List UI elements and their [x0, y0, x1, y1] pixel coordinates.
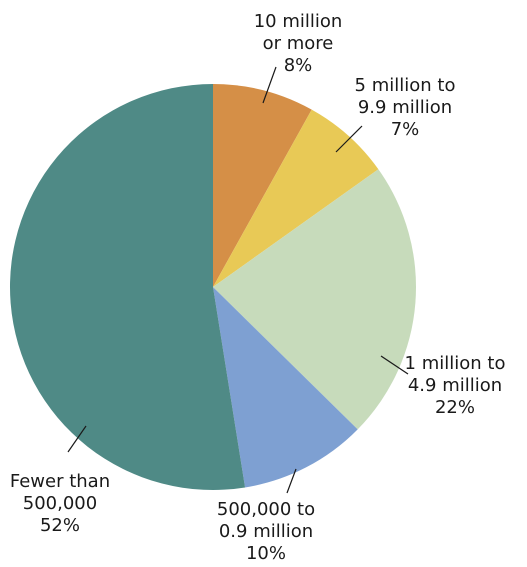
slice-category-label-1: 5 million to — [355, 75, 456, 96]
pie-slice-0 — [213, 84, 312, 287]
slice-labels: 10 million or more 8%5 million to 9.9 milli… — [10, 11, 506, 564]
slice-category-label-4: 500,000 — [23, 493, 97, 514]
slice-value-label-3: 10% — [246, 543, 286, 564]
pie-slice-2 — [213, 169, 417, 430]
leader-line-0 — [262, 66, 277, 104]
slice-label-1: 5 million to 9.9 million 7% — [355, 75, 456, 140]
slice-category-label-3: 0.9 million — [219, 521, 313, 542]
slice-category-label-2: 1 million to — [405, 353, 506, 374]
slice-value-label-0: 8% — [284, 55, 313, 76]
slice-label-4: Fewer than 500,000 52% — [10, 471, 110, 536]
leader-lines — [67, 66, 409, 494]
slice-category-label-2: 4.9 million — [408, 375, 502, 396]
leader-line-1 — [335, 125, 363, 153]
pie-slice-4 — [9, 84, 246, 491]
pie-slices — [9, 84, 417, 491]
slice-label-2: 1 million to 4.9 million 22% — [405, 353, 506, 418]
slice-value-label-4: 52% — [40, 515, 80, 536]
slice-category-label-1: 9.9 million — [358, 97, 452, 118]
leader-line-2 — [380, 355, 409, 375]
leader-line-3 — [286, 468, 297, 494]
pie-slice-3 — [213, 287, 358, 488]
slice-category-label-3: 500,000 to — [217, 499, 315, 520]
leader-line-4 — [67, 425, 87, 453]
pie-slice-1 — [213, 109, 379, 287]
slice-value-label-2: 22% — [435, 397, 475, 418]
slice-label-0: 10 million or more 8% — [254, 11, 343, 76]
slice-value-label-1: 7% — [391, 119, 420, 140]
slice-category-label-4: Fewer than — [10, 471, 110, 492]
slice-label-3: 500,000 to 0.9 million 10% — [217, 499, 315, 564]
slice-category-label-0: or more — [263, 33, 334, 54]
slice-category-label-0: 10 million — [254, 11, 343, 32]
